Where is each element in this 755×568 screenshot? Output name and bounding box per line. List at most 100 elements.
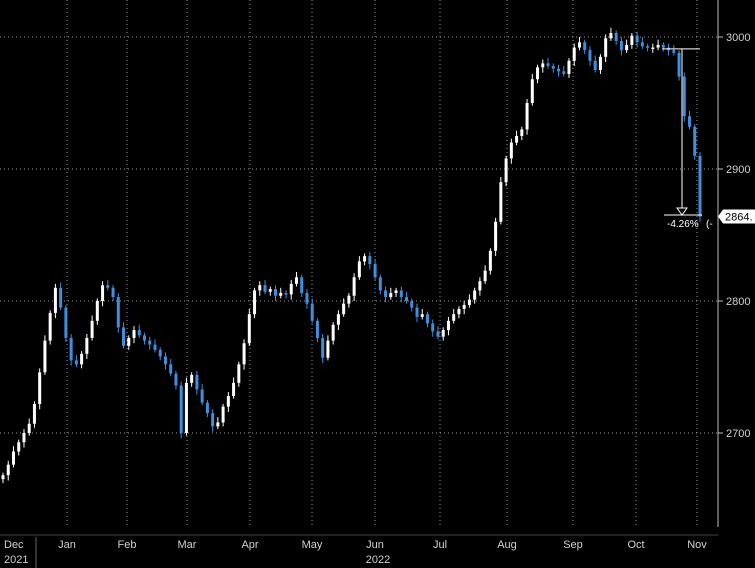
candle-body xyxy=(431,323,435,332)
candle-body xyxy=(64,307,68,338)
candle-body xyxy=(101,285,105,301)
y-axis: 2700 2800 2900 3000 xyxy=(717,0,750,527)
candle-body xyxy=(106,285,110,288)
x-tick-label: Oct xyxy=(627,539,644,551)
candle-body xyxy=(693,126,697,156)
candle-body xyxy=(347,295,351,304)
candle-body xyxy=(284,293,288,295)
candle-body xyxy=(635,35,639,43)
y-tick-label: 2700 xyxy=(726,428,750,440)
x-tick-label: Sep xyxy=(563,539,583,551)
candle-body xyxy=(661,44,665,48)
candle-body xyxy=(221,406,225,423)
candle-body xyxy=(153,344,157,350)
candle-body xyxy=(127,337,131,346)
candle-series xyxy=(1,27,702,484)
candle-body xyxy=(593,60,597,70)
candle-body xyxy=(242,343,246,365)
candle-body xyxy=(122,327,126,346)
candle-body xyxy=(111,287,115,298)
candle-body xyxy=(38,372,42,404)
candle-body xyxy=(232,382,236,397)
candle-body xyxy=(551,66,555,69)
candle-body xyxy=(11,451,15,465)
candle-body xyxy=(530,79,534,103)
candle-body xyxy=(415,307,419,317)
x-tick-label: Mar xyxy=(178,539,197,551)
candle-body xyxy=(420,314,424,317)
candle-body xyxy=(509,142,513,159)
candle-body xyxy=(520,129,524,136)
candle-body xyxy=(279,293,283,296)
candle-body xyxy=(677,52,681,77)
candle-body xyxy=(536,67,540,80)
candle-body xyxy=(289,283,293,295)
year-label: 2021 xyxy=(4,554,28,566)
candle-body xyxy=(614,33,618,41)
candle-body xyxy=(69,337,73,361)
x-tick-label: Jun xyxy=(366,539,384,551)
candle-body xyxy=(237,364,241,383)
x-tick-label: Nov xyxy=(687,539,707,551)
candle-body xyxy=(499,182,503,222)
candle-body xyxy=(32,403,36,424)
candle-body xyxy=(504,158,508,183)
candle-body xyxy=(95,301,99,321)
candle-body xyxy=(179,385,183,433)
candle-body xyxy=(363,256,367,262)
candle-body xyxy=(467,299,471,305)
candle-body xyxy=(457,308,461,315)
candle-body xyxy=(462,304,466,309)
candle-body xyxy=(546,63,550,67)
candle-body xyxy=(651,47,655,50)
candle-body xyxy=(294,277,298,284)
candle-body xyxy=(473,290,477,300)
candle-body xyxy=(74,360,78,365)
y-tick-label: 2800 xyxy=(726,296,750,308)
candle-body xyxy=(446,320,450,331)
candle-body xyxy=(604,38,608,57)
candle-body xyxy=(22,433,26,443)
candle-body xyxy=(682,76,686,117)
candle-body xyxy=(331,324,335,341)
candle-body xyxy=(368,256,372,265)
candle-body xyxy=(163,356,167,365)
candle-body xyxy=(598,56,602,70)
candle-body xyxy=(494,221,498,251)
candle-body xyxy=(352,277,356,296)
candle-body xyxy=(274,289,278,296)
candle-body xyxy=(541,63,545,68)
candle-body xyxy=(158,349,162,357)
candle-body xyxy=(326,340,330,358)
candle-body xyxy=(405,297,409,301)
x-tick-label: Aug xyxy=(497,539,517,551)
y-tick-label: 2900 xyxy=(726,164,750,176)
candle-body xyxy=(625,44,629,51)
candle-body xyxy=(609,33,613,39)
x-axis: Dec Jan Feb Mar Apr May Jun Jul Aug Sep Oct Nov 2021… xyxy=(0,534,718,568)
candle-body xyxy=(488,250,492,271)
x-tick-label: May xyxy=(302,539,323,551)
candle-body xyxy=(211,413,215,427)
candle-body xyxy=(357,261,361,278)
candle-body xyxy=(399,290,403,298)
candle-body xyxy=(515,136,519,143)
candle-body xyxy=(216,422,220,427)
x-tick-label: Feb xyxy=(118,539,137,551)
candle-body xyxy=(80,353,84,365)
candle-body xyxy=(6,464,10,476)
candle-body xyxy=(656,44,660,48)
candle-body xyxy=(253,290,257,315)
candle-body xyxy=(200,389,204,403)
candle-body xyxy=(425,314,429,324)
candle-body xyxy=(588,50,592,61)
candle-body xyxy=(384,290,388,298)
candle-body xyxy=(483,270,487,282)
x-tick-label: Jan xyxy=(58,539,76,551)
candle-body xyxy=(17,442,21,452)
y-tick-label: 3000 xyxy=(726,32,750,44)
candle-body xyxy=(436,331,440,337)
candle-body xyxy=(43,340,47,373)
candle-body xyxy=(619,40,623,51)
candle-body xyxy=(688,116,692,127)
